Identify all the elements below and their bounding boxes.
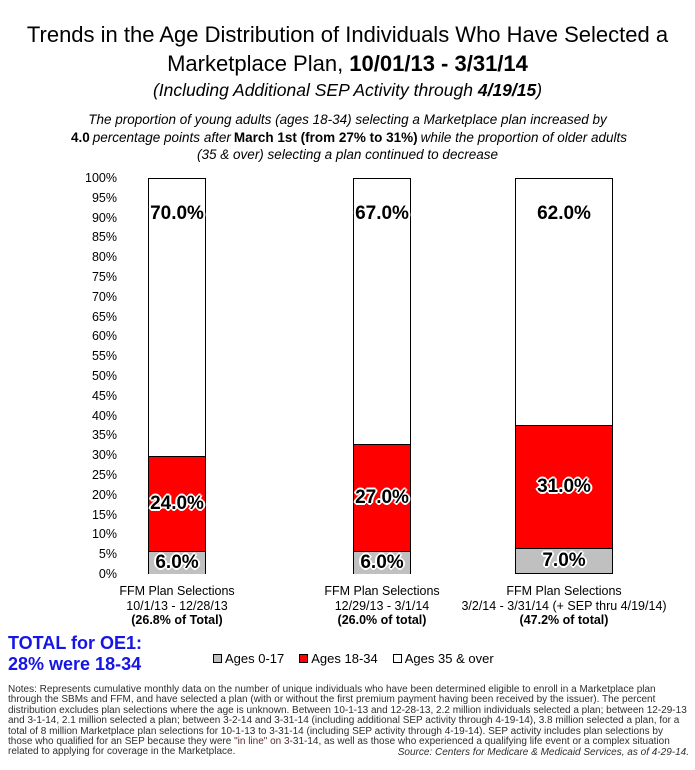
legend-label: Ages 0-17 (225, 651, 285, 666)
bar-group-1: 70.0% 24.0% 6.0% (148, 178, 206, 574)
category-label-2: FFM Plan Selections 12/29/13 - 3/1/14 (26.… (262, 584, 502, 628)
subtitle-line-2: 4.0 percentage points after March 1st (fro… (0, 129, 695, 147)
y-axis-tick-label: 50% (91, 369, 117, 383)
segment-ages-35-over: 70.0% (149, 179, 205, 456)
legend-item: Ages 0-17 (213, 651, 284, 666)
category-label-line: 3/2/14 - 3/31/14 (+ SEP thru 4/19/14) (461, 598, 667, 613)
title-sep-note: (Including Additional SEP Activity throu… (152, 80, 478, 100)
segment-ages-35-over: 62.0% (516, 179, 612, 425)
segment-ages-18-34: 24.0% (149, 456, 205, 551)
segment-value-label: 7.0% (542, 550, 586, 571)
segment-ages-0-17: 6.0% (149, 551, 205, 574)
legend-label: Ages 35 & over (404, 651, 494, 666)
y-axis-tick-label: 60% (91, 329, 117, 344)
title-line-1: Trends in the Age Distribution of Indivi… (0, 20, 695, 49)
bar-group-2: 67.0% 27.0% 6.0% (353, 178, 411, 574)
title-text: Trends in the Age Distribution of Indivi… (26, 22, 669, 47)
segment-value-label: 24.0% (150, 493, 204, 514)
chart-legend: Ages 0-17 Ages 18-34 Ages 35 & over (213, 651, 509, 666)
category-label-line: 12/29/13 - 3/1/14 (334, 598, 430, 613)
y-axis-tick-label: 40% (91, 408, 117, 423)
category-label-line: FFM Plan Selections (324, 584, 440, 598)
segment-value-label: 62.0% (537, 203, 591, 224)
y-axis-tick-label: 35% (91, 428, 117, 443)
segment-value-label: 6.0% (155, 552, 199, 573)
segment-value-label: 27.0% (355, 487, 409, 508)
title-line-3: (Including Additional SEP Activity throu… (0, 78, 695, 102)
legend-label: Ages 18-34 (311, 651, 378, 666)
y-axis-tick-label: 85% (91, 230, 117, 245)
title-line-2: Marketplace Plan, 10/01/13 - 3/31/14 (0, 49, 695, 78)
segment-ages-35-over: 67.0% (354, 179, 410, 444)
segment-ages-18-34: 27.0% (354, 444, 410, 551)
y-axis-tick-label: 70% (91, 289, 117, 304)
y-axis-tick-label: 20% (91, 487, 117, 502)
y-axis-tick-label: 25% (91, 468, 117, 482)
y-axis-tick-label: 90% (91, 210, 117, 225)
y-axis-tick-label: 10% (91, 527, 117, 542)
y-axis-tick-label: 15% (91, 507, 117, 522)
bar-group-3: 62.0% 31.0% 7.0% (515, 178, 613, 574)
legend-swatch-icon (299, 654, 309, 663)
segment-ages-0-17: 7.0% (516, 548, 612, 573)
category-label-line: 10/1/13 - 12/28/13 (126, 598, 228, 613)
segment-value-label: 70.0% (150, 203, 204, 224)
title-paren: ) (536, 80, 543, 100)
y-axis-tick-label: 55% (91, 349, 117, 364)
category-label-3: FFM Plan Selections 3/2/14 - 3/31/14 (+ S… (444, 584, 684, 628)
segment-ages-18-34: 31.0% (516, 425, 612, 548)
segment-value-label: 31.0% (537, 476, 591, 497)
subtitle-line-3: (35 & over) selecting a plan continued t… (197, 147, 498, 162)
category-label-line: FFM Plan Selections (506, 584, 622, 598)
legend-swatch-icon (392, 654, 402, 663)
title-date-range: 10/01/13 - 3/31/14 (349, 51, 528, 76)
segment-ages-0-17: 6.0% (354, 551, 410, 574)
total-oe1-note: TOTAL for OE1: 28% were 18-34 (8, 633, 142, 675)
footnote-text: Notes: Represents cumulative monthly dat… (8, 684, 687, 748)
title-text: Marketplace Plan, (167, 51, 350, 76)
legend-item: Ages 35 & over (392, 651, 494, 666)
y-axis-tick-label: 100% (85, 171, 117, 185)
y-axis-tick-label: 0% (98, 567, 117, 581)
legend-item: Ages 18-34 (299, 651, 378, 666)
footnotes: Notes: Represents cumulative monthly dat… (8, 684, 690, 758)
footnote-highlighted-phrase: "in line" on 3 (234, 736, 290, 748)
chart-subtitle: The proportion of young adults (ages 18-… (0, 111, 695, 164)
total-oe1-line-2: 28% were 18-34 (8, 654, 142, 674)
y-axis-tick-label: 75% (91, 270, 117, 284)
y-axis-tick-label: 5% (98, 547, 117, 562)
y-axis-tick-label: 65% (91, 309, 117, 324)
legend-swatch-icon (213, 654, 222, 663)
y-axis-tick-label: 30% (91, 448, 117, 463)
y-axis-tick-label: 95% (91, 190, 117, 205)
category-label-share: (47.2% of total) (519, 613, 609, 627)
source-citation: Source: Centers for Medicare & Medicaid … (397, 747, 689, 758)
total-oe1-line-1: TOTAL for OE1: (8, 633, 143, 653)
chart-title: Trends in the Age Distribution of Indivi… (0, 20, 695, 102)
segment-value-label: 6.0% (360, 552, 404, 573)
subtitle-bold-phrase: March 1st (from 27% to 31%) (233, 129, 418, 145)
category-label-line: FFM Plan Selections (119, 584, 235, 598)
y-axis-tick-label: 45% (91, 388, 117, 403)
segment-value-label: 67.0% (355, 203, 409, 224)
category-label-1: FFM Plan Selections 10/1/13 - 12/28/13 (26… (57, 584, 297, 628)
category-label-share: (26.0% of total) (337, 613, 427, 627)
title-sep-date: 4/19/15 (477, 80, 537, 100)
category-label-share: (26.8% of Total) (131, 613, 223, 627)
footnote-text: -31-14, as well as those who experienced… (8, 736, 670, 758)
y-axis-tick-label: 80% (91, 250, 117, 265)
subtitle-bold-value: 4.0 (70, 129, 90, 145)
subtitle-line-1: The proportion of young adults (ages 18-… (88, 112, 607, 127)
